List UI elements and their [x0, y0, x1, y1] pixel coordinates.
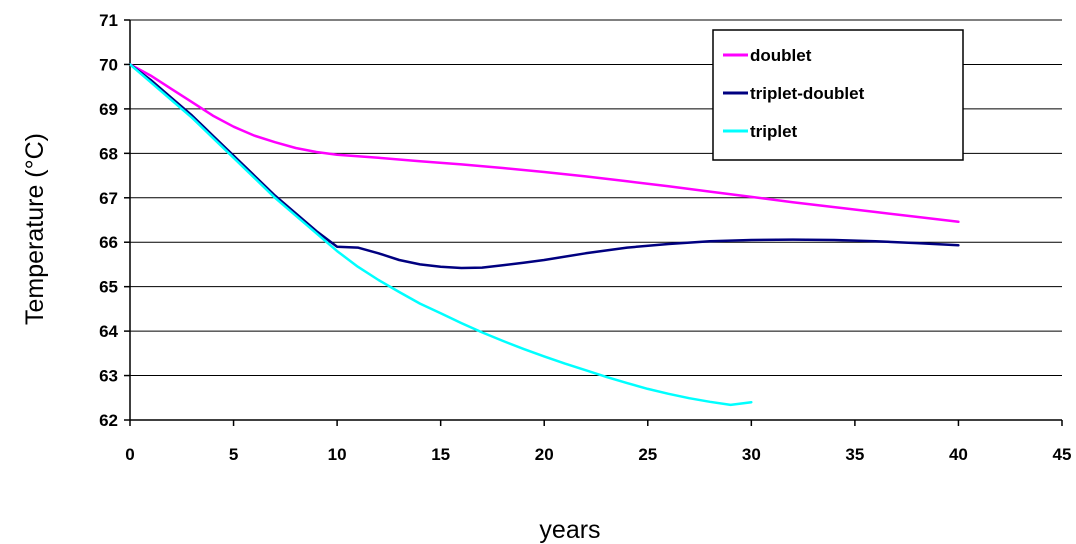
legend: doublet triplet-doublet triplet [712, 29, 964, 161]
y-tick-label: 65 [99, 278, 118, 297]
legend-label-triplet-doublet: triplet-doublet [750, 84, 865, 103]
series-layer [128, 63, 960, 407]
gridlines [130, 19, 1062, 421]
x-tick-label: 10 [328, 445, 347, 464]
x-tick-label: 45 [1053, 445, 1072, 464]
y-tick-label: 69 [99, 100, 118, 119]
y-axis-ticks: 62 63 64 65 66 67 68 69 70 71 [99, 11, 130, 430]
plot-area [129, 20, 1062, 421]
x-tick-label: 15 [431, 445, 450, 464]
x-tick-label: 35 [845, 445, 864, 464]
y-tick-label: 67 [99, 189, 118, 208]
x-tick-label: 20 [535, 445, 554, 464]
x-tick-label: 5 [229, 445, 238, 464]
y-tick-label: 68 [99, 144, 118, 163]
y-tick-label: 63 [99, 367, 118, 386]
legend-label-triplet: triplet [750, 122, 798, 141]
x-tick-label: 0 [125, 445, 134, 464]
series-line-triplet [128, 63, 753, 407]
legend-box [712, 29, 964, 161]
x-axis-title: years [539, 516, 600, 544]
y-tick-label: 64 [99, 322, 118, 341]
y-tick-label: 66 [99, 233, 118, 252]
x-tick-label: 40 [949, 445, 968, 464]
x-tick-label: 30 [742, 445, 761, 464]
y-tick-label: 62 [99, 411, 118, 430]
y-axis-title: Temperature (°C) [21, 133, 49, 325]
series-line-doublet [128, 63, 960, 224]
y-tick-label: 70 [99, 55, 118, 74]
x-tick-label: 25 [638, 445, 657, 464]
series-line-triplet-doublet [128, 63, 960, 270]
x-axis-ticks: 0 5 10 15 20 25 30 35 40 45 [125, 420, 1071, 464]
y-tick-label: 71 [99, 11, 118, 30]
legend-label-doublet: doublet [750, 46, 812, 65]
